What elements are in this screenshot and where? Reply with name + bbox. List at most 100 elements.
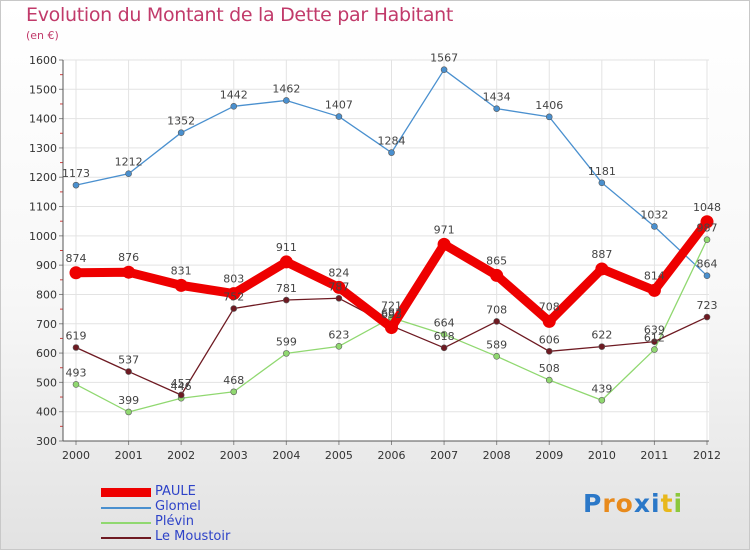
data-point-glomel [651, 223, 658, 230]
data-point-le-moustoir [177, 391, 185, 399]
data-label-paule: 708 [539, 300, 560, 313]
data-label-paule: 814 [644, 269, 665, 282]
y-tick-label: 700 [36, 318, 57, 331]
data-point-plevin [335, 343, 343, 350]
data-label-le-moustoir: 622 [591, 329, 612, 342]
data-point-paule [332, 280, 346, 294]
data-point-glomel [493, 105, 500, 112]
data-point-glomel [283, 97, 290, 104]
data-label-plevin: 599 [276, 335, 297, 348]
x-tick-label: 2010 [588, 449, 616, 462]
data-label-paule: 831 [171, 264, 192, 277]
data-point-paule [227, 287, 241, 301]
x-tick-label: 2009 [535, 449, 563, 462]
data-label-le-moustoir: 787 [328, 280, 349, 293]
y-tick-label: 900 [36, 259, 57, 272]
data-point-glomel [72, 181, 80, 189]
chart-title: Evolution du Montant de la Dette par Hab… [26, 4, 454, 26]
y-tick-label: 1600 [29, 54, 57, 67]
y-tick-label: 300 [36, 435, 57, 448]
data-label-le-moustoir: 537 [118, 354, 139, 367]
data-point-paule [174, 278, 188, 292]
data-label-plevin: 493 [66, 366, 87, 379]
x-tick-label: 2006 [378, 449, 406, 462]
data-point-paule [490, 268, 504, 282]
x-tick-label: 2003 [220, 449, 248, 462]
data-label-plevin: 589 [486, 338, 507, 351]
data-point-le-moustoir [703, 313, 711, 321]
data-label-paule: 971 [434, 223, 455, 236]
data-point-glomel [440, 66, 448, 73]
data-label-paule: 687 [381, 307, 402, 320]
data-point-plevin [651, 346, 658, 353]
data-label-le-moustoir: 708 [486, 303, 507, 316]
data-label-paule: 874 [66, 252, 87, 265]
legend-item-glomel: Glomel [101, 499, 301, 515]
data-label-glomel: 1442 [220, 88, 248, 101]
x-tick-label: 2012 [693, 449, 721, 462]
logo-letter: t [660, 489, 674, 518]
data-point-le-moustoir [545, 348, 553, 355]
y-tick-label: 1400 [29, 113, 57, 126]
unit-label: (en €) [26, 29, 59, 42]
data-point-paule [595, 262, 609, 276]
data-point-paule [542, 314, 556, 328]
data-label-plevin: 623 [328, 328, 349, 341]
data-label-le-moustoir: 606 [539, 333, 560, 346]
x-tick-label: 2004 [272, 449, 300, 462]
legend-item-plevin: Plévin [101, 514, 301, 530]
x-tick-label: 2001 [115, 449, 143, 462]
data-label-glomel: 864 [697, 258, 718, 271]
data-label-le-moustoir: 457 [171, 377, 192, 390]
data-point-paule [69, 266, 83, 280]
data-point-glomel [125, 170, 132, 178]
logo-letter: x [633, 489, 651, 518]
data-point-le-moustoir [125, 368, 132, 375]
data-point-paule [647, 283, 661, 297]
data-label-glomel: 1212 [115, 156, 143, 169]
data-point-glomel [545, 113, 553, 121]
data-point-glomel [230, 103, 238, 110]
data-label-paule: 876 [118, 251, 139, 264]
legend-label: Glomel [155, 499, 201, 514]
logo-letter: r [602, 489, 616, 518]
logo-letter: i [651, 489, 661, 518]
legend-item-le-moustoir: Le Moustoir [101, 529, 301, 545]
x-tick-label: 2000 [62, 449, 90, 462]
y-tick-label: 1000 [29, 230, 57, 243]
data-label-glomel: 1352 [167, 115, 195, 128]
data-label-le-moustoir: 781 [276, 282, 297, 295]
data-point-le-moustoir [493, 318, 500, 325]
data-point-plevin [72, 381, 80, 388]
data-label-glomel: 1406 [535, 99, 563, 112]
x-tick-label: 2007 [430, 449, 458, 462]
data-label-le-moustoir: 693 [381, 308, 402, 321]
data-label-glomel: 1284 [378, 135, 406, 148]
data-label-plevin: 612 [644, 332, 665, 345]
data-label-plevin: 508 [539, 362, 560, 375]
data-label-paule: 824 [328, 266, 349, 279]
legend-label: Plévin [155, 514, 194, 529]
data-label-le-moustoir: 618 [434, 330, 455, 343]
data-point-glomel [335, 113, 343, 120]
y-tick-label: 500 [36, 376, 57, 389]
data-label-glomel: 1407 [325, 99, 353, 112]
data-label-paule: 1048 [693, 201, 721, 214]
data-point-glomel [703, 272, 711, 280]
y-tick-label: 1200 [29, 171, 57, 184]
data-label-glomel: 1462 [272, 82, 300, 95]
data-label-glomel: 1173 [62, 167, 90, 180]
data-point-le-moustoir [230, 305, 238, 312]
data-label-paule: 911 [276, 241, 297, 254]
data-label-plevin: 721 [381, 300, 402, 313]
logo-letter: i [673, 489, 684, 518]
data-point-paule [122, 265, 136, 279]
data-label-glomel: 1434 [483, 91, 511, 104]
legend: PAULE Glomel Plévin Le Moustoir [101, 484, 301, 545]
data-point-paule [385, 321, 398, 335]
data-label-glomel: 1567 [430, 52, 458, 65]
legend-swatch [101, 488, 151, 497]
data-point-plevin [125, 408, 132, 416]
data-point-plevin [283, 350, 290, 357]
